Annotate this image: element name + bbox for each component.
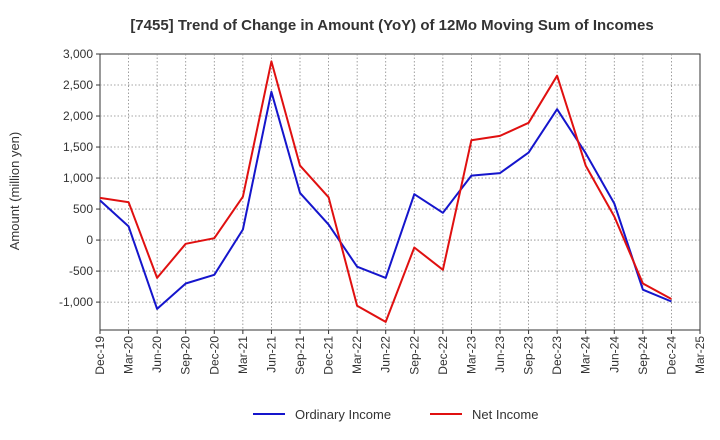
y-tick-label: -500 <box>69 264 93 278</box>
x-tick-label: Mar-24 <box>579 336 593 374</box>
x-tick-label: Dec-21 <box>322 336 336 375</box>
x-tick-label: Mar-22 <box>350 336 364 374</box>
legend: Ordinary Income Net Income <box>253 407 538 422</box>
x-tick-label: Dec-24 <box>664 336 678 375</box>
x-tick-label: Mar-23 <box>464 336 478 374</box>
x-tick-label: Sep-23 <box>522 336 536 375</box>
x-tick-label: Mar-21 <box>236 336 250 374</box>
x-tick-label: Jun-23 <box>493 336 507 373</box>
y-tick-label: 3,000 <box>63 47 93 61</box>
x-tick-label: Sep-24 <box>636 336 650 375</box>
y-tick-label: 1,500 <box>63 140 93 154</box>
series <box>99 60 672 323</box>
legend-label: Ordinary Income <box>295 407 391 422</box>
y-tick-label: 2,500 <box>63 78 93 92</box>
x-tick-label: Dec-22 <box>436 336 450 375</box>
series-line-net-income <box>99 60 672 323</box>
x-tick-label: Sep-21 <box>293 336 307 375</box>
x-tick-label: Jun-21 <box>264 336 278 373</box>
y-axis-label: Amount (million yen) <box>7 132 22 251</box>
x-tick-label: Sep-22 <box>407 336 421 375</box>
x-tick-label: Jun-24 <box>607 336 621 373</box>
x-tick-label: Dec-23 <box>550 336 564 375</box>
x-ticks: Dec-19 Mar-20 Jun-20 Sep-20 Dec-20 Mar-21 Jun-… <box>93 330 707 375</box>
x-tick-label: Mar-20 <box>122 336 136 374</box>
x-tick-label: Dec-19 <box>93 336 107 375</box>
legend-label: Net Income <box>472 407 538 422</box>
y-tick-label: 1,000 <box>63 171 93 185</box>
x-tick-label: Jun-22 <box>379 336 393 373</box>
y-tick-label: 0 <box>86 233 93 247</box>
plot-area <box>99 53 701 331</box>
y-tick-label: 2,000 <box>63 109 93 123</box>
x-tick-label: Mar-25 <box>693 336 707 374</box>
y-tick-label: -1,000 <box>59 295 93 309</box>
x-tick-label: Dec-20 <box>207 336 221 375</box>
x-tick-label: Sep-20 <box>179 336 193 375</box>
chart-title: [7455] Trend of Change in Amount (YoY) o… <box>130 17 653 34</box>
x-tick-label: Jun-20 <box>150 336 164 373</box>
y-ticks: 3,000 2,500 2,000 1,500 1,000 500 0 -500 -1,000 <box>59 47 100 309</box>
y-tick-label: 500 <box>73 202 93 216</box>
